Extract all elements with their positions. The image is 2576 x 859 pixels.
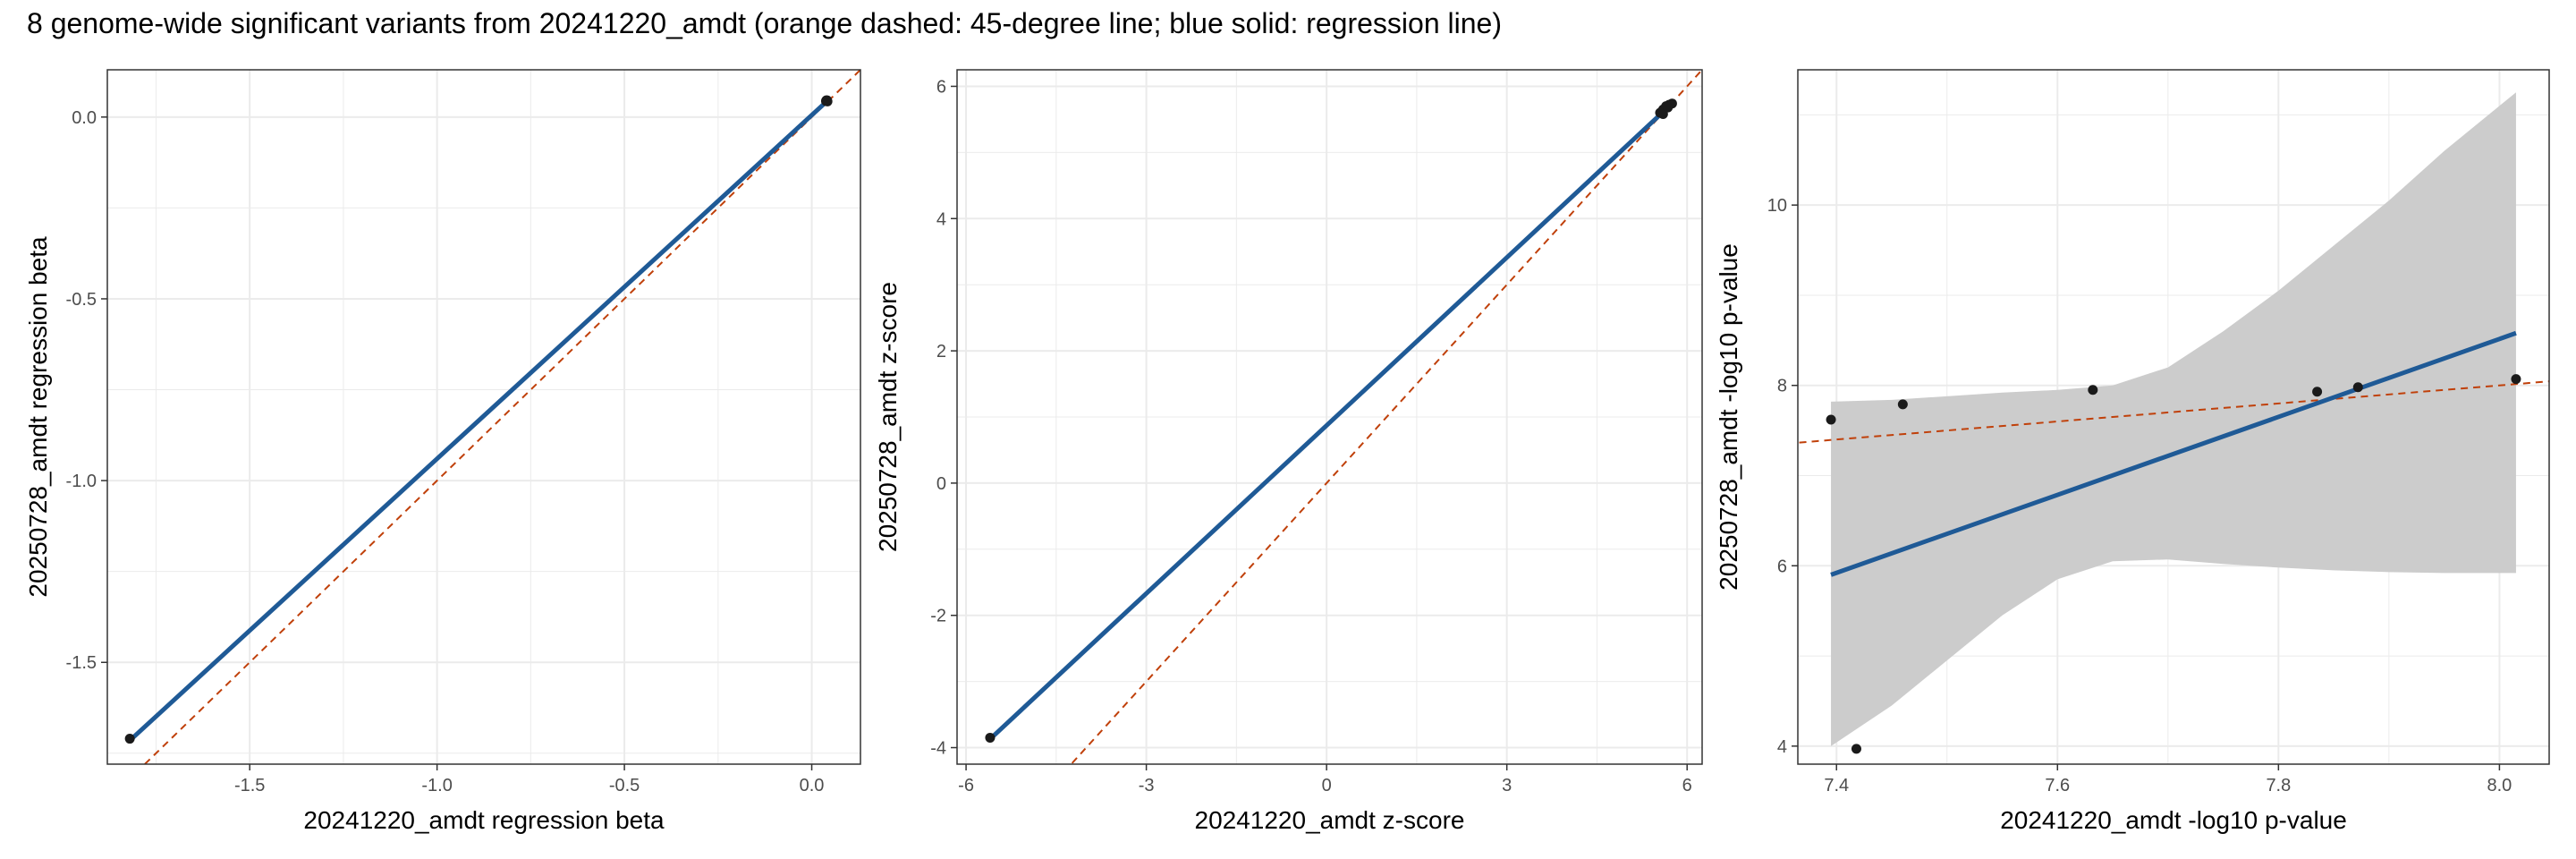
y-tick-label: 6 [1777,557,1787,576]
panel-2: -6 -3 0 3 6 -4 -2 0 2 4 6 20241220_amdt z-score 2025… [874,69,1703,834]
y-tick-label: 2 [936,342,946,361]
y-tick-label: 6 [936,77,946,97]
y-tick-label: 10 [1767,196,1787,216]
y-axis-title: 20250728_amdt z-score [874,282,902,552]
y-axis-title: 20250728_amdt -log10 p-value [1715,243,1742,591]
y-tick-label: -0.5 [66,290,97,310]
x-tick-label: -1.5 [234,776,265,795]
x-tick-label: 7.8 [2266,776,2291,795]
data-point [1851,744,1861,754]
y-tick-label: 8 [1777,377,1787,396]
diagonal-line [1070,70,1702,764]
panel-border [1797,69,2550,765]
panel-border [106,69,861,765]
x-axis-title: 20241220_amdt -log10 p-value [2000,806,2347,834]
regression-line [128,98,829,743]
data-point [2511,374,2521,385]
x-tick-label: -3 [1139,776,1155,795]
data-point [822,95,833,106]
x-tick-label: 0 [1322,776,1332,795]
x-tick-label: 8.0 [2487,776,2512,795]
data-point [2352,382,2363,393]
x-tick-label: 6 [1682,776,1692,795]
x-tick-label: 7.6 [2045,776,2070,795]
y-tick-label: 4 [1777,737,1787,757]
y-tick-label: 0.0 [72,108,97,128]
page-title: 8 genome-wide significant variants from … [27,7,1502,39]
data-point [1663,102,1674,113]
x-tick-label: -1.0 [421,776,452,795]
x-tick-label: 7.4 [1824,776,1849,795]
y-tick-label: 4 [936,209,946,229]
x-tick-label: 3 [1502,776,1512,795]
data-point [2312,387,2323,397]
x-tick-label: -6 [958,776,974,795]
data-point [1826,414,1836,425]
regression-line [1830,330,2517,577]
panel-border [956,69,1703,765]
regression-line [988,101,1674,741]
y-tick-label: 0 [936,474,946,494]
data-point [1897,399,1908,410]
confidence-ribbon [1831,92,2516,746]
data-point [985,732,996,743]
x-axis-title: 20241220_amdt regression beta [303,806,665,834]
y-tick-label: -1.5 [66,653,97,673]
y-tick-label: -1.0 [66,472,97,491]
x-axis-title: 20241220_amdt z-score [1195,806,1465,834]
plot-area [985,70,1702,764]
data-point [124,734,135,744]
x-tick-label: -0.5 [609,776,640,795]
y-tick-label: -2 [930,607,946,626]
data-point [2088,385,2098,395]
y-axis-title: 20250728_amdt regression beta [24,236,52,598]
x-tick-label: 0.0 [800,776,825,795]
y-tick-label: -4 [930,739,946,759]
